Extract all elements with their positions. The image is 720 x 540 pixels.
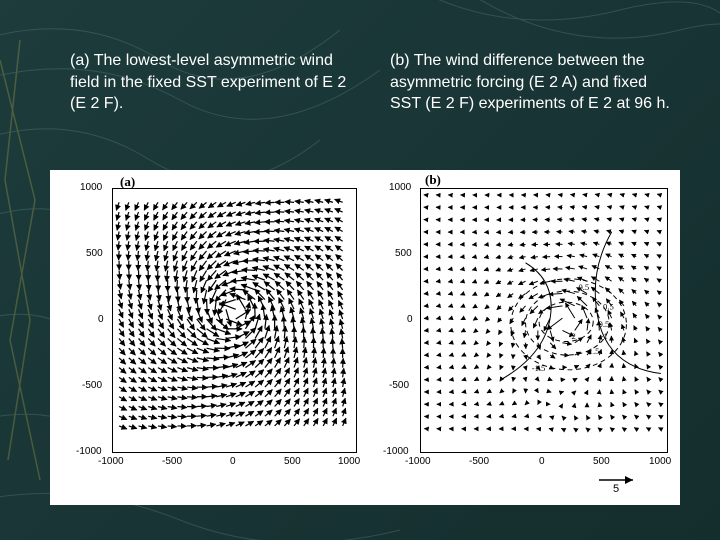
svg-text:0.5: 0.5 [603,302,614,312]
panel-b: (b) 0.5 [365,170,680,505]
xtick: -500 [162,456,182,467]
panel-a: (a) 1000 500 0 -500 -1000 -1000 -500 0 5… [50,170,365,505]
ytick: 0 [407,314,413,325]
scale-arrow: 5 [595,472,645,497]
panel-a-vectors [113,189,356,432]
panel-b-content: 0.5 0.5 -0.5 -1 -1.5 -2 -1.5 [421,189,667,435]
panel-b-axes: 0.5 0.5 -0.5 -1 -1.5 -2 -1.5 [420,188,668,453]
svg-text:-1.5: -1.5 [532,363,546,373]
panel-a-axes [112,188,357,453]
captions-row: (a) The lowest-level asymmetric wind fie… [70,50,680,115]
svg-text:-0.5: -0.5 [596,319,610,329]
ytick: 1000 [80,182,102,193]
caption-a: (a) The lowest-level asymmetric wind fie… [70,50,350,115]
xtick: 500 [284,456,301,467]
svg-text:-2: -2 [569,331,576,341]
scale-label: 5 [613,483,619,495]
xtick: 1000 [649,456,671,467]
xtick: -1000 [98,456,124,467]
ytick: 1000 [389,182,411,193]
ytick: -500 [389,380,409,391]
caption-b: (b) The wind difference between the asym… [390,50,680,115]
ytick: 500 [86,248,103,259]
xtick: 0 [230,456,236,467]
svg-text:-1: -1 [601,331,608,341]
figure-area: (a) 1000 500 0 -500 -1000 -1000 -500 0 5… [50,170,680,505]
ytick: 500 [395,248,412,259]
xtick: 1000 [338,456,360,467]
xtick: -1000 [405,456,431,467]
svg-text:0.5: 0.5 [578,282,589,292]
svg-text:-1.5: -1.5 [586,346,600,356]
panel-b-label: (b) [425,172,441,188]
ytick: 0 [98,314,104,325]
xtick: -500 [469,456,489,467]
xtick: 0 [539,456,545,467]
xtick: 500 [593,456,610,467]
ytick: -500 [82,380,102,391]
